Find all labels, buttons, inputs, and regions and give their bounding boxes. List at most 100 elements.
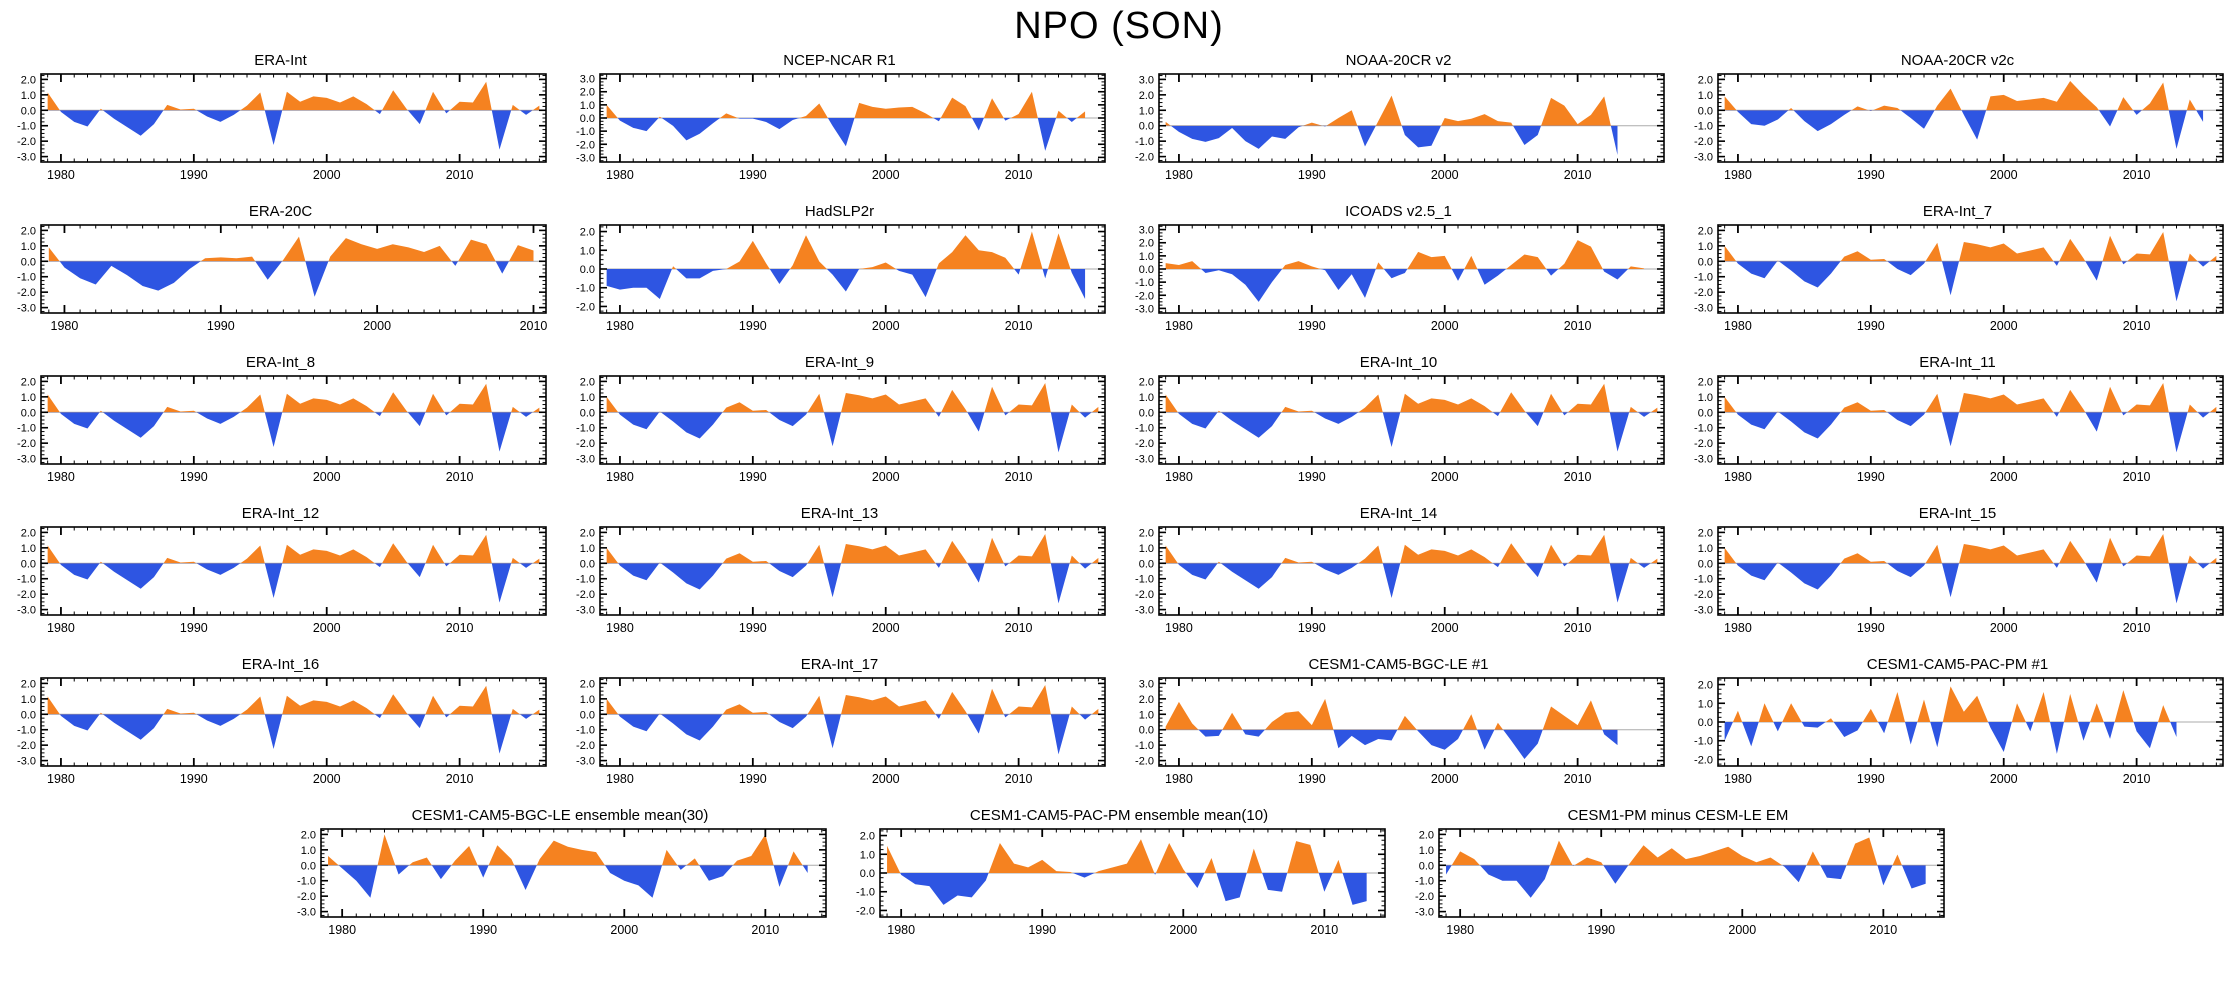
svg-text:2.0: 2.0 (1698, 376, 1713, 388)
svg-text:0.0: 0.0 (21, 256, 36, 268)
svg-text:2010: 2010 (1310, 923, 1338, 937)
chart-title: ERA-Int (254, 52, 307, 69)
svg-text:0.0: 0.0 (1139, 121, 1154, 133)
svg-text:1980: 1980 (328, 923, 356, 937)
svg-text:2.0: 2.0 (21, 527, 36, 539)
svg-text:-3.0: -3.0 (17, 605, 36, 617)
chart-title: ERA-Int_7 (1922, 203, 1993, 220)
svg-text:2010: 2010 (1564, 319, 1592, 333)
svg-text:-1.0: -1.0 (1135, 740, 1154, 752)
svg-text:2010: 2010 (446, 621, 474, 635)
svg-text:-1.0: -1.0 (1415, 876, 1434, 888)
svg-text:-1.0: -1.0 (1694, 272, 1713, 284)
svg-text:1.0: 1.0 (1698, 543, 1713, 555)
svg-text:1990: 1990 (1298, 319, 1326, 333)
svg-text:1.0: 1.0 (21, 392, 36, 404)
svg-text:1.0: 1.0 (1139, 105, 1154, 117)
svg-text:0.0: 0.0 (859, 868, 874, 880)
svg-text:-3.0: -3.0 (576, 605, 595, 617)
chart-plot: 1980 1990 2000 2010 2.0 1.0 0.0 -1.0 -2.0 -3.0 (17, 73, 547, 182)
svg-text:-2.0: -2.0 (1135, 438, 1154, 450)
svg-text:2.0: 2.0 (859, 831, 874, 843)
svg-text:1.0: 1.0 (1139, 251, 1154, 263)
svg-text:-3.0: -3.0 (576, 454, 595, 466)
chart-cell: HadSLP2r 1980 1990 2000 2010 2.0 1.0 0.0 -1.0 -2… (560, 202, 1119, 353)
svg-text:1.0: 1.0 (300, 845, 315, 857)
svg-text:1990: 1990 (180, 168, 208, 182)
svg-text:2010: 2010 (2123, 168, 2151, 182)
svg-text:1990: 1990 (469, 923, 497, 937)
svg-text:2000: 2000 (872, 621, 900, 635)
chart-title: CESM1-CAM5-BGC-LE #1 (1308, 656, 1489, 673)
svg-text:2000: 2000 (1990, 470, 2018, 484)
chart-plot: 1980 1990 2000 2010 2.0 1.0 0.0 -1.0 -2.0 -3.0 (17, 677, 547, 786)
chart-plot: 1980 1990 2000 2010 2.0 1.0 0.0 -1.0 -2.0 -3.0 (1694, 526, 2224, 635)
svg-text:1990: 1990 (1857, 470, 1885, 484)
svg-text:2010: 2010 (1564, 168, 1592, 182)
svg-text:1990: 1990 (1857, 168, 1885, 182)
svg-text:2.0: 2.0 (21, 74, 36, 86)
chart-cell: CESM1-CAM5-BGC-LE ensemble mean(30) 1980… (281, 806, 840, 957)
svg-text:2.0: 2.0 (1139, 90, 1154, 102)
svg-text:1.0: 1.0 (580, 694, 595, 706)
chart-title: CESM1-PM minus CESM-LE EM (1567, 807, 1789, 824)
chart-cell: CESM1-CAM5-PAC-PM #1 1980 1990 2000 2010 2.0… (1678, 655, 2237, 806)
svg-text:1.0: 1.0 (1698, 241, 1713, 253)
svg-text:1990: 1990 (1298, 470, 1326, 484)
svg-text:1.0: 1.0 (1698, 698, 1713, 710)
svg-text:2000: 2000 (872, 470, 900, 484)
chart-cell: ERA-Int_13 1980 1990 2000 2010 2.0 1.0 0.0 -1.0… (560, 504, 1119, 655)
chart-title: ERA-Int_10 (1359, 354, 1438, 371)
svg-text:2000: 2000 (1431, 772, 1459, 786)
svg-text:3.0: 3.0 (1139, 225, 1154, 237)
svg-text:1980: 1980 (606, 772, 634, 786)
svg-text:-2.0: -2.0 (856, 905, 875, 917)
chart-plot: 1980 1990 2000 2010 2.0 1.0 0.0 -1.0 -2.0 (1694, 677, 2224, 786)
svg-text:1980: 1980 (1724, 470, 1752, 484)
chart-title: ERA-20C (248, 203, 313, 220)
svg-text:2.0: 2.0 (580, 527, 595, 539)
chart-plot: 1980 1990 2000 2010 2.0 1.0 0.0 -1.0 -2.0 -3.0 (1135, 375, 1665, 484)
chart-cell: NCEP-NCAR R1 1980 1990 2000 2010 3.0 2.0 1.0 0.… (560, 51, 1119, 202)
svg-text:-2.0: -2.0 (1135, 290, 1154, 302)
svg-text:-3.0: -3.0 (17, 454, 36, 466)
chart-cell: NOAA-20CR v2 1980 1990 2000 2010 3.0 2.0 1.0 0.… (1119, 51, 1678, 202)
svg-text:1.0: 1.0 (21, 90, 36, 102)
svg-text:1.0: 1.0 (1698, 90, 1713, 102)
chart-plot: 1980 1990 2000 2010 2.0 1.0 0.0 -1.0 -2.0 -3.0 (17, 375, 547, 484)
svg-text:1980: 1980 (1724, 319, 1752, 333)
chart-title: ERA-Int_9 (804, 354, 875, 371)
svg-text:2.0: 2.0 (1698, 225, 1713, 237)
chart-plot: 1980 1990 2000 2010 2.0 1.0 0.0 -1.0 -2.0 -3.0 (297, 828, 827, 937)
svg-text:2.0: 2.0 (1698, 527, 1713, 539)
svg-text:-2.0: -2.0 (1135, 589, 1154, 601)
chart-cell: ERA-Int_15 1980 1990 2000 2010 2.0 1.0 0.0 -1.0… (1678, 504, 2237, 655)
page-title: NPO (SON) (1014, 5, 1224, 47)
chart-title: CESM1-CAM5-PAC-PM #1 (1866, 656, 2049, 673)
svg-text:-2.0: -2.0 (576, 438, 595, 450)
svg-text:0.0: 0.0 (1139, 725, 1154, 737)
svg-text:2010: 2010 (2123, 621, 2151, 635)
chart-cell: ERA-20C 1980 1990 2000 2010 2.0 1.0 0.0 -1.0 -2.… (1, 202, 560, 353)
svg-text:0.0: 0.0 (1698, 717, 1713, 729)
svg-text:2.0: 2.0 (21, 678, 36, 690)
svg-text:1.0: 1.0 (859, 849, 874, 861)
chart-plot: 1980 1990 2000 2010 3.02.01.00.0-1.0-2.0-3.0 (576, 73, 1106, 182)
svg-text:1990: 1990 (1587, 923, 1615, 937)
svg-text:-1.0: -1.0 (576, 126, 595, 138)
svg-text:2000: 2000 (313, 470, 341, 484)
svg-text:1980: 1980 (1165, 319, 1193, 333)
svg-text:-3.0: -3.0 (1694, 454, 1713, 466)
svg-text:0.0: 0.0 (1418, 860, 1433, 872)
svg-text:0.0: 0.0 (300, 860, 315, 872)
svg-text:1990: 1990 (1857, 772, 1885, 786)
svg-text:0.0: 0.0 (1139, 407, 1154, 419)
svg-text:2000: 2000 (872, 319, 900, 333)
svg-text:2000: 2000 (1728, 923, 1756, 937)
svg-text:2000: 2000 (1431, 621, 1459, 635)
svg-text:-1.0: -1.0 (576, 283, 595, 295)
svg-text:-2.0: -2.0 (1135, 756, 1154, 768)
svg-text:1980: 1980 (1165, 772, 1193, 786)
svg-text:-1.0: -1.0 (1694, 736, 1713, 748)
svg-text:-2.0: -2.0 (576, 740, 595, 752)
